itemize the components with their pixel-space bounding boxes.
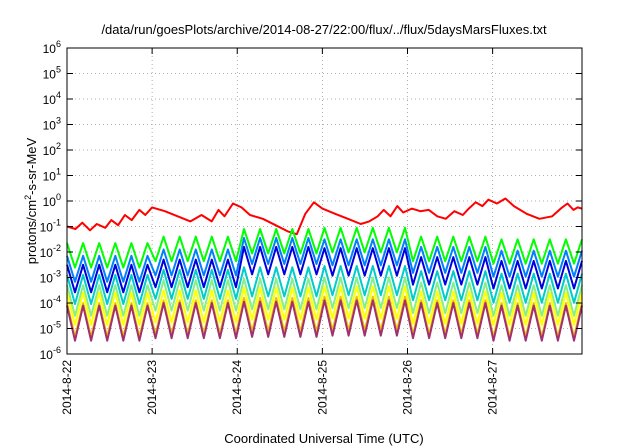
y-tick-label: 100 <box>43 192 61 209</box>
series-line <box>66 299 583 342</box>
y-axis-label-rest: -s-sr-MeV <box>24 137 39 194</box>
x-tick-label: 2014-8-27 <box>486 360 500 415</box>
y-tick-label: 10-4 <box>40 294 61 311</box>
x-tick-label: 2014-8-26 <box>400 360 414 415</box>
y-tick-label: 10-5 <box>40 320 61 337</box>
y-tick-label: 10-1 <box>40 218 61 235</box>
y-axis-label-sup: 2 <box>23 195 33 200</box>
series-line <box>66 237 583 283</box>
series-line <box>66 285 583 326</box>
y-tick-label: 10-2 <box>40 243 61 260</box>
y-tick-label: 106 <box>43 39 61 56</box>
axis-ticks: 10-6 10-5 10-4 10-3 10-2 10-1 100 101 102 103 104 1… <box>40 39 582 415</box>
y-tick-label: 103 <box>43 116 61 133</box>
x-axis-label: Coordinated Universal Time (UTC) <box>224 431 423 446</box>
y-tick-label: 101 <box>43 167 61 184</box>
x-tick-label: 2014-8-24 <box>230 360 244 415</box>
x-tick-label: 2014-8-25 <box>315 360 329 415</box>
x-tick-label: 2014-8-22 <box>60 360 74 415</box>
y-tick-label: 10-6 <box>40 345 61 362</box>
data-series <box>66 197 583 342</box>
series-line <box>66 197 583 236</box>
x-tick-label: 2014-8-23 <box>145 360 159 415</box>
chart-title: /data/run/goesPlots/archive/2014-08-27/2… <box>101 22 547 37</box>
y-tick-label: 105 <box>43 65 61 82</box>
y-tick-label: 10-3 <box>40 269 61 286</box>
series-line <box>66 265 583 305</box>
y-tick-label: 102 <box>43 141 61 158</box>
y-tick-label: 104 <box>43 90 61 107</box>
y-axis-label-main: protons/cm <box>24 200 39 264</box>
series-line <box>66 276 583 317</box>
y-axis-label: protons/cm2-s-sr-MeV <box>23 137 39 264</box>
series-line <box>66 245 583 294</box>
series-line <box>66 226 583 269</box>
